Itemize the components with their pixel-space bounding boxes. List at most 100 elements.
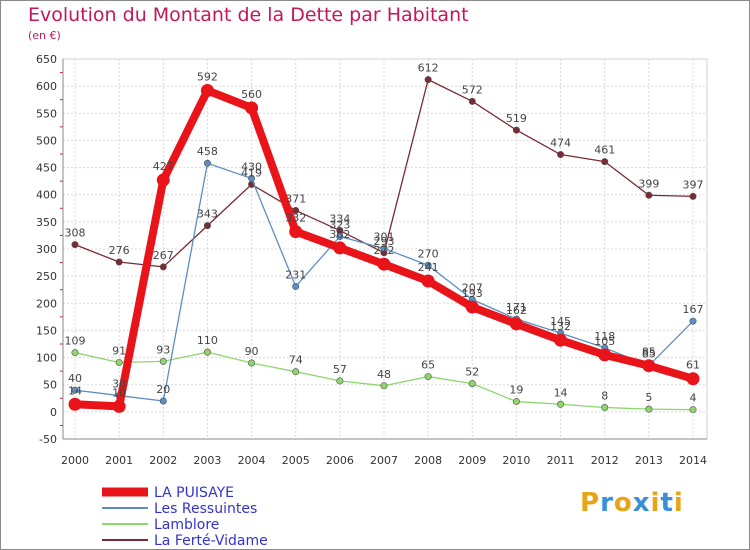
data-point — [512, 126, 520, 134]
legend-label: Les Ressuintes — [154, 501, 257, 517]
data-point — [203, 348, 211, 356]
data-label: 109 — [65, 335, 86, 348]
data-point — [554, 333, 568, 347]
data-label: 397 — [683, 178, 704, 191]
chart-subtitle: (en €) — [28, 29, 61, 42]
x-tick-label: 2007 — [370, 454, 398, 467]
data-label: 270 — [418, 247, 439, 260]
data-point — [200, 83, 214, 97]
data-point — [645, 405, 653, 413]
x-tick-label: 2000 — [61, 454, 89, 467]
data-label: 301 — [374, 230, 395, 243]
data-label: 171 — [506, 301, 527, 314]
data-label: 193 — [462, 287, 483, 300]
x-tick-label: 2003 — [193, 454, 221, 467]
data-label: 30 — [112, 378, 126, 391]
data-label: 430 — [241, 160, 262, 173]
axes: -50 0 50 100 150 200 250 300 350 400 450 500 550 600 6… — [36, 53, 707, 467]
data-point — [289, 225, 303, 239]
y-tick-label: 100 — [36, 352, 57, 365]
data-label: 519 — [506, 112, 527, 125]
legend-label: Lamblore — [154, 517, 219, 533]
data-label: 40 — [68, 372, 82, 385]
data-label: 427 — [153, 160, 174, 173]
y-tick-label: 50 — [43, 379, 57, 392]
data-label: 241 — [418, 261, 439, 274]
x-tick-label: 2012 — [591, 454, 619, 467]
data-point — [512, 398, 520, 406]
data-point — [645, 191, 653, 199]
y-tick-label: 350 — [36, 216, 57, 229]
y-tick-label: 650 — [36, 53, 57, 66]
x-tick-label: 2005 — [282, 454, 310, 467]
data-point — [156, 173, 170, 187]
data-point — [292, 206, 300, 214]
data-point — [601, 158, 609, 166]
x-tick-label: 2008 — [414, 454, 442, 467]
data-label: 612 — [418, 62, 439, 75]
x-tick-label: 2014 — [679, 454, 707, 467]
data-label: 323 — [329, 219, 350, 232]
data-point — [421, 274, 435, 288]
data-point — [424, 76, 432, 84]
data-point — [465, 300, 479, 314]
data-point — [377, 257, 391, 271]
logo-letter: i — [650, 488, 661, 518]
data-label: 207 — [462, 281, 483, 294]
legend-label: LA PUISAYE — [154, 485, 234, 501]
data-point — [159, 397, 167, 405]
y-tick-label: 150 — [36, 324, 57, 337]
data-point — [248, 174, 256, 182]
y-tick-label: 450 — [36, 162, 57, 175]
data-point — [292, 368, 300, 376]
data-point — [598, 348, 612, 362]
data-point — [689, 192, 697, 200]
data-point — [71, 241, 79, 249]
data-label: 560 — [241, 88, 262, 101]
data-point — [468, 97, 476, 105]
y-tick-label: 600 — [36, 80, 57, 93]
data-label: 272 — [374, 244, 395, 257]
data-label: 110 — [197, 334, 218, 347]
data-point — [203, 222, 211, 230]
data-label: 14 — [554, 386, 568, 399]
data-label: 592 — [197, 70, 218, 83]
data-label: 118 — [594, 330, 615, 343]
data-label: 91 — [112, 344, 126, 357]
series-layer — [68, 76, 700, 414]
data-label: 371 — [285, 192, 306, 205]
data-label: 231 — [285, 268, 306, 281]
data-point — [159, 357, 167, 365]
data-label: 57 — [333, 363, 347, 376]
x-tick-label: 2002 — [149, 454, 177, 467]
data-label: 19 — [509, 384, 523, 397]
data-label: 458 — [197, 145, 218, 158]
data-point — [248, 359, 256, 367]
data-point — [336, 377, 344, 385]
data-point — [292, 282, 300, 290]
data-point — [115, 358, 123, 366]
data-label: 293 — [374, 235, 395, 248]
data-label: 399 — [638, 177, 659, 190]
data-label: 85 — [642, 346, 656, 359]
y-tick-label: 400 — [36, 189, 57, 202]
data-label: 334 — [329, 213, 350, 226]
x-tick-label: 2013 — [635, 454, 663, 467]
data-point — [424, 373, 432, 381]
data-label: 267 — [153, 249, 174, 262]
data-point — [557, 151, 565, 159]
x-tick-label: 2004 — [238, 454, 266, 467]
data-point — [509, 317, 523, 331]
y-tick-label: 250 — [36, 270, 57, 283]
data-label: 343 — [197, 208, 218, 221]
data-point — [380, 244, 388, 252]
x-tick-label: 2006 — [326, 454, 354, 467]
data-label: 14 — [68, 384, 82, 397]
data-point — [336, 233, 344, 241]
data-label: 93 — [156, 343, 170, 356]
data-label: 65 — [421, 359, 435, 372]
proxiti-logo: Proxiti — [580, 488, 684, 518]
data-point — [159, 263, 167, 271]
data-label: 474 — [550, 137, 571, 150]
